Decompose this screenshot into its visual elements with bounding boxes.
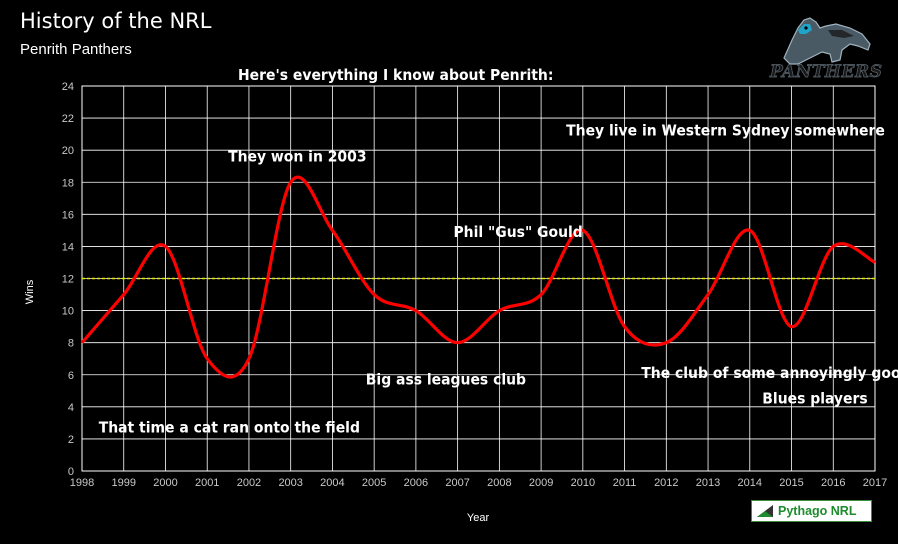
x-tick-label: 2008 <box>487 477 511 489</box>
x-tick-label: 2013 <box>696 477 720 489</box>
y-tick-label: 2 <box>68 434 74 446</box>
y-tick-label: 20 <box>62 145 74 157</box>
x-axis-label: Year <box>467 512 490 524</box>
y-tick-label: 6 <box>68 370 74 382</box>
series-line <box>80 175 876 379</box>
x-tick-label: 2000 <box>153 477 177 489</box>
y-tick-label: 4 <box>68 402 74 414</box>
panther-logo <box>770 10 880 85</box>
chart-annotation: Blues players <box>762 390 867 408</box>
annotations: They won in 2003 They live in Western Syd… <box>99 122 898 437</box>
x-tick-label: 1998 <box>70 477 94 489</box>
x-tick-label: 2001 <box>195 477 219 489</box>
y-tick-label: 12 <box>62 274 74 286</box>
chart-annotation: The club of some annoyingly good <box>641 364 898 382</box>
badge-label: Pythago NRL <box>778 504 857 518</box>
y-tick-label: 22 <box>62 113 74 125</box>
x-tick-label: 2007 <box>445 477 469 489</box>
panther-icon <box>783 17 871 65</box>
x-tick-label: 2012 <box>654 477 678 489</box>
chart-annotation: Big ass leagues club <box>366 370 526 388</box>
x-tick-label: 2010 <box>571 477 595 489</box>
y-tick-label: 0 <box>68 466 74 478</box>
pythago-triangle-icon <box>757 505 773 517</box>
y-axis-label: Wins <box>24 279 36 304</box>
x-tick-label: 2009 <box>529 477 553 489</box>
x-tick-label: 1999 <box>111 477 135 489</box>
logo-text: PANTHERS <box>770 62 883 83</box>
y-tick-label: 14 <box>62 241 74 253</box>
chart-annotation: They live in Western Sydney somewhere <box>566 122 885 140</box>
x-tick-label: 2015 <box>779 477 803 489</box>
x-tick-label: 2016 <box>821 477 845 489</box>
series-layer <box>80 175 876 379</box>
chart-annotation: They won in 2003 <box>228 147 366 165</box>
x-tick-label: 2002 <box>237 477 261 489</box>
y-tick-label: 18 <box>62 177 74 189</box>
chart-annotation: That time a cat ran onto the field <box>99 419 360 437</box>
x-tick-label: 2017 <box>863 477 887 489</box>
y-tick-label: 8 <box>68 338 74 350</box>
page-subtitle: Penrith Panthers <box>20 41 132 58</box>
x-tick-label: 2006 <box>404 477 428 489</box>
x-tick-label: 2011 <box>613 477 637 489</box>
chart-annotation: Phil "Gus" Gould <box>453 223 582 241</box>
y-tick-label: 24 <box>62 81 74 93</box>
x-tick-label: 2005 <box>362 477 386 489</box>
tick-labels: 1998 1999 2000 2001 2002 2003 2004 2005 2006 2007… <box>62 81 887 489</box>
y-tick-label: 10 <box>62 306 74 318</box>
x-tick-label: 2014 <box>738 477 762 489</box>
x-tick-label: 2004 <box>320 477 344 489</box>
y-tick-label: 16 <box>62 209 74 221</box>
x-tick-label: 2003 <box>278 477 302 489</box>
pythago-nrl-badge[interactable]: Pythago NRL <box>751 500 872 522</box>
page-title: History of the NRL <box>20 9 212 33</box>
chart-title: Here's everything I know about Penrith: <box>238 66 553 84</box>
